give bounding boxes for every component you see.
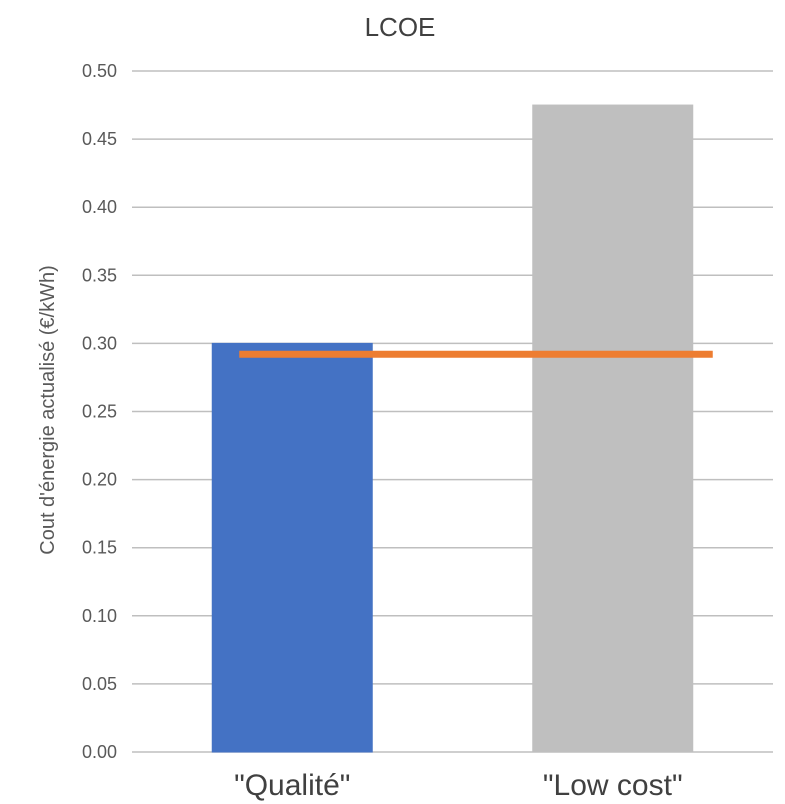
y-tick-label: 0.20 [82, 470, 117, 490]
y-tick-label: 0.40 [82, 197, 117, 217]
bars [211, 104, 694, 753]
y-tick-label: 0.25 [82, 402, 117, 422]
bar-1 [532, 104, 694, 753]
chart-title: LCOE [365, 12, 436, 42]
y-tick-label: 0.35 [82, 265, 117, 285]
y-tick-labels: 0.00 0.05 0.10 0.15 0.20 0.25 0.30 0.35 0.40 0.45… [82, 61, 117, 762]
y-tick-label: 0.15 [82, 538, 117, 558]
y-axis-label: Cout d'énergie actualisé (€/kWh) [37, 265, 59, 555]
y-tick-label: 0.45 [82, 129, 117, 149]
x-category-label: "Qualité" [234, 769, 350, 802]
bar-0 [211, 342, 373, 753]
x-category-label: "Low cost" [543, 769, 683, 802]
y-tick-label: 0.30 [82, 333, 117, 353]
y-tick-label: 0.05 [82, 674, 117, 694]
y-tick-label: 0.00 [82, 742, 117, 762]
y-tick-label: 0.10 [82, 606, 117, 626]
y-tick-label: 0.50 [82, 61, 117, 81]
x-category-labels: "Qualité" "Low cost" [234, 769, 683, 802]
